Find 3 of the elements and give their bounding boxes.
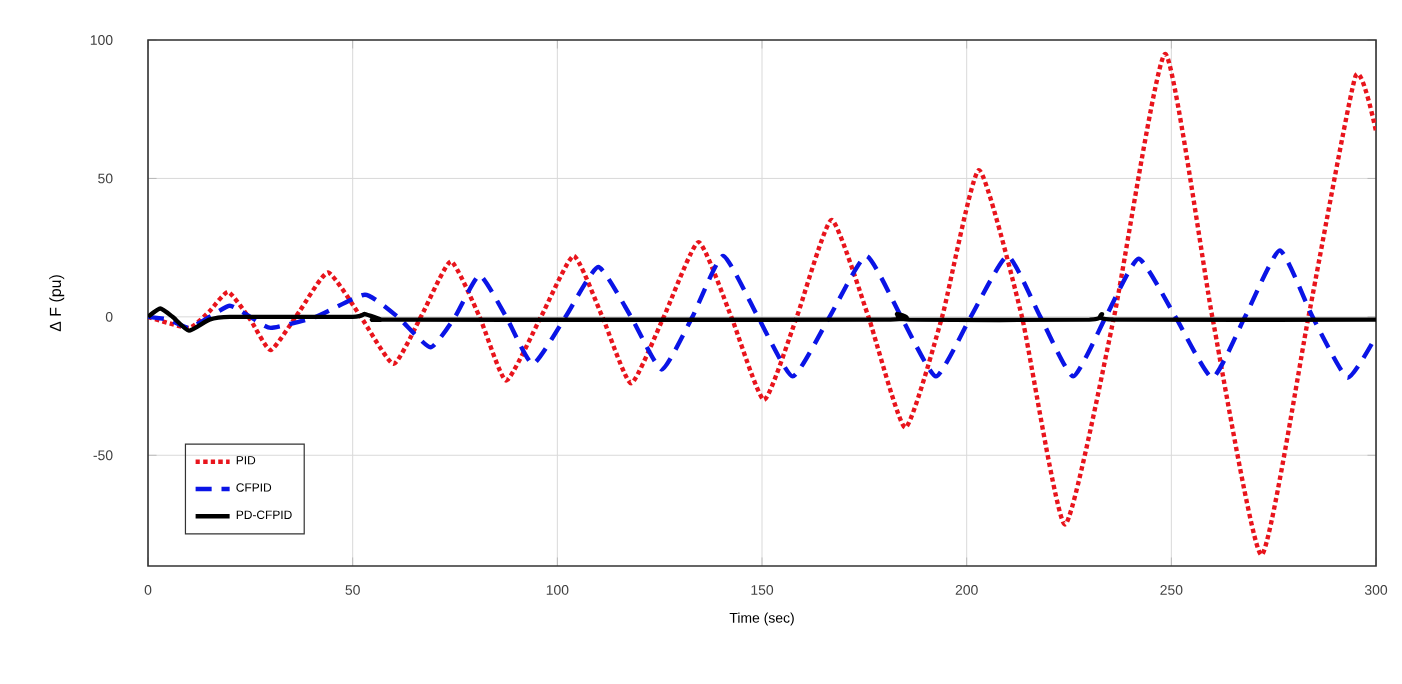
line-series (148, 248, 1377, 380)
line-series (148, 51, 1377, 558)
line-series (148, 306, 1377, 333)
